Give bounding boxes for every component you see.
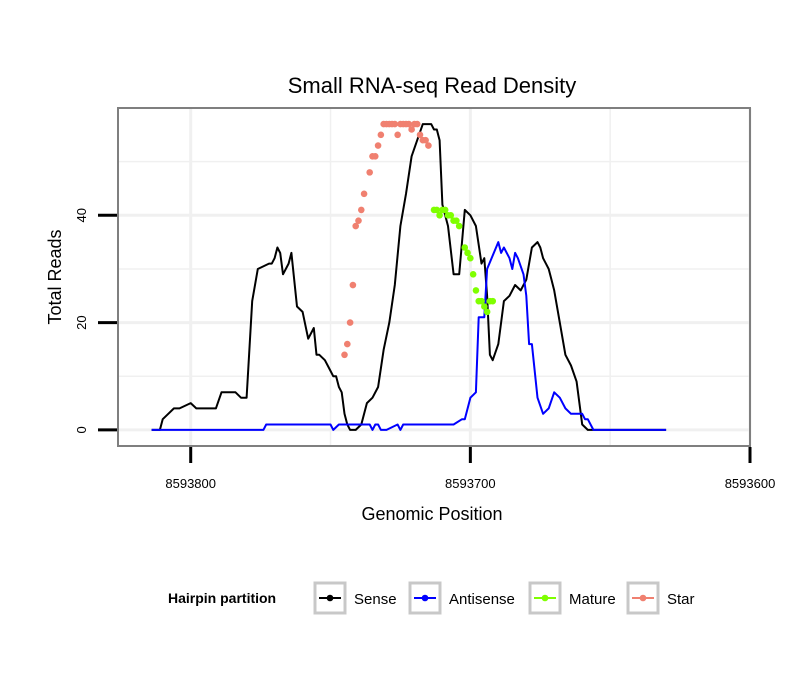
legend-key-point-mature — [541, 594, 549, 602]
y-tick-label: 20 — [74, 315, 89, 329]
data-point-star — [349, 281, 357, 289]
data-point-star — [346, 319, 354, 326]
x-axis: 8593800 8593700 8593600 — [165, 447, 775, 491]
data-point-mature — [436, 212, 443, 219]
data-point-mature — [489, 297, 497, 305]
series-line-antisense — [151, 241, 667, 431]
data-point-star — [408, 126, 415, 133]
data-point-mature — [447, 212, 455, 219]
series-line-sense — [151, 123, 667, 431]
series-star — [341, 120, 432, 359]
data-point-mature — [453, 217, 460, 224]
data-point-star — [425, 142, 432, 149]
series-mature — [430, 206, 497, 316]
series-layer — [151, 120, 667, 431]
data-point-star — [394, 131, 401, 139]
legend: Hairpin partition Sense Antisense Mature St… — [168, 581, 695, 615]
data-point-star — [422, 136, 429, 144]
data-point-star — [352, 222, 359, 230]
data-point-mature — [455, 222, 463, 230]
y-axis: 0 20 40 — [74, 208, 117, 434]
legend-label-antisense: Antisense — [449, 591, 515, 608]
x-tick-label: 8593600 — [725, 476, 776, 491]
series-sense — [151, 123, 667, 431]
x-axis-title: Genomic Position — [361, 504, 502, 524]
legend-items: Sense Antisense Mature Star — [313, 581, 695, 615]
data-point-star — [355, 217, 362, 224]
y-tick-label: 0 — [74, 426, 89, 433]
data-point-star — [377, 131, 385, 139]
data-point-mature — [441, 206, 449, 214]
data-point-mature — [481, 303, 488, 310]
plot-background — [118, 108, 750, 446]
x-tick-label: 8593700 — [445, 476, 496, 491]
data-point-star — [344, 340, 351, 348]
legend-key-point-antisense — [421, 594, 429, 602]
plot-panel — [117, 107, 752, 447]
data-point-star — [416, 131, 424, 139]
legend-label-star: Star — [667, 591, 695, 608]
data-point-mature — [464, 249, 471, 257]
legend-item-sense: Sense — [313, 581, 397, 615]
legend-title: Hairpin partition — [168, 590, 276, 606]
legend-key-point-star — [639, 594, 647, 602]
data-point-star — [366, 169, 373, 176]
data-point-star — [391, 120, 399, 128]
legend-item-antisense: Antisense — [408, 581, 515, 615]
chart-title: Small RNA-seq Read Density — [288, 73, 577, 98]
data-point-star — [405, 120, 413, 128]
legend-label-mature: Mature — [569, 591, 616, 608]
plot-border — [117, 107, 751, 447]
data-point-star — [371, 152, 379, 160]
data-point-mature — [472, 287, 480, 294]
data-point-mature — [483, 308, 491, 316]
legend-label-sense: Sense — [354, 591, 397, 608]
data-point-mature — [467, 254, 474, 262]
data-point-star — [360, 190, 368, 198]
data-point-star — [374, 142, 382, 149]
legend-item-star: Star — [626, 581, 695, 615]
series-antisense — [151, 241, 667, 431]
y-axis-title: Total Reads — [45, 229, 65, 324]
legend-item-mature: Mature — [528, 581, 616, 615]
data-point-mature — [469, 271, 477, 278]
y-tick-label: 40 — [74, 208, 89, 222]
data-point-mature — [461, 244, 469, 251]
data-point-star — [357, 206, 365, 214]
data-point-mature — [478, 297, 485, 305]
data-point-mature — [433, 206, 441, 214]
data-point-star — [341, 351, 348, 359]
legend-key-point-sense — [326, 594, 334, 602]
x-tick-label: 8593800 — [165, 476, 216, 491]
data-point-star — [413, 120, 421, 128]
